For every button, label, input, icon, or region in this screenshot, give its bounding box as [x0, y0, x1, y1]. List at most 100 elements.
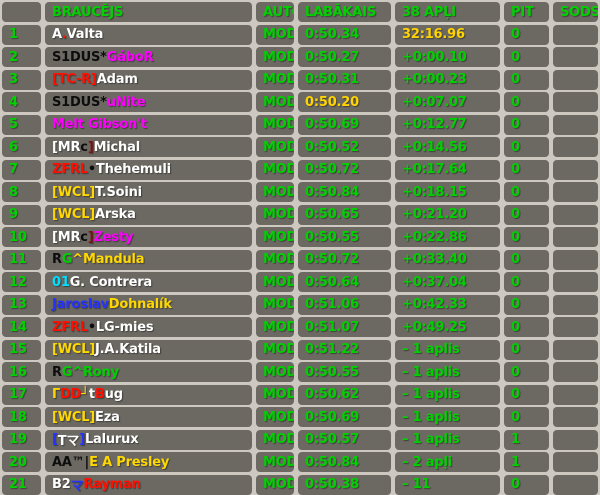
- best-lap-cell: 0:50.72: [298, 249, 391, 270]
- name-segment: マ: [70, 479, 84, 494]
- name-segment: 01: [52, 274, 70, 290]
- name-segment: Jaroslav: [52, 297, 109, 312]
- pit-cell: 0: [504, 114, 549, 135]
- total-time-cell: – 1 aplis: [395, 384, 500, 405]
- name-segment: .: [61, 27, 67, 42]
- best-lap-cell: 0:50.62: [298, 384, 391, 405]
- driver-name-cell: A. Valta: [45, 24, 252, 45]
- position-cell: 12: [2, 272, 41, 292]
- result-row[interactable]: 21 B2 マ Rayman MOD 0:50.38– 11 0: [2, 474, 598, 495]
- position-cell: 7: [2, 159, 41, 180]
- name-segment: [MR: [52, 139, 81, 155]
- position-cell: 2: [2, 47, 41, 67]
- name-segment: R: [52, 364, 62, 380]
- name-segment: Zesty: [93, 229, 134, 245]
- result-row[interactable]: 15 [WCL] J.A.Katila MOD 0:51.22– 1 aplis 0: [2, 339, 598, 360]
- best-lap-cell: 0:51.06: [298, 294, 391, 315]
- penalty-cell: [553, 429, 598, 450]
- total-time-cell: +0:00.10: [395, 47, 500, 67]
- total-time-cell: +0:00.23: [395, 69, 500, 90]
- car-cell: MOD: [256, 272, 294, 292]
- result-row[interactable]: 5 Melt Gibson't MOD 0:50.69 +0:12.77 0: [2, 114, 598, 135]
- result-row[interactable]: 16 R G ^Rony MOD 0:50.55– 1 aplis 0: [2, 362, 598, 382]
- result-row[interactable]: 12 01 G. Contrera MOD 0:50.64 +0:37.04 0: [2, 272, 598, 292]
- position-cell: 15: [2, 339, 41, 360]
- total-time-cell: +0:18.15: [395, 182, 500, 202]
- result-row[interactable]: 11 R G ^Mandula MOD 0:50.72 +0:33.40 0: [2, 249, 598, 270]
- pit-cell: 0: [504, 92, 549, 112]
- name-segment: Lalurux: [84, 432, 139, 447]
- result-row[interactable]: 14 ZFRL • LG-mies MOD 0:51.07 +0:49.25 0: [2, 317, 598, 337]
- name-segment: [WCL]: [52, 409, 96, 425]
- name-segment: ZFRL: [52, 319, 88, 335]
- result-row[interactable]: 7 ZFRL • Thehemuli MOD 0:50.72 +0:17.64 0: [2, 159, 598, 180]
- header-driver: BRAUCĒJS: [45, 2, 252, 22]
- result-row[interactable]: 2 S1DUS* GáboR MOD 0:50.27 +0:00.10 0: [2, 47, 598, 67]
- name-segment: Arska: [95, 207, 136, 222]
- car-cell: MOD: [256, 159, 294, 180]
- header-total-laps: 38 APĻI: [395, 2, 500, 22]
- position-cell: 8: [2, 182, 41, 202]
- driver-name-cell: ZFRL • LG-mies: [45, 317, 252, 337]
- position-cell: 19: [2, 429, 41, 450]
- name-segment: [WCL]: [52, 207, 96, 222]
- driver-name-cell: [WCL] Eza: [45, 407, 252, 427]
- result-row[interactable]: 3 [TC-R] Adam MOD 0:50.31 +0:00.23 0: [2, 69, 598, 90]
- car-cell: MOD: [256, 182, 294, 202]
- car-cell: MOD: [256, 204, 294, 225]
- driver-name-cell: [TC-R] Adam: [45, 69, 252, 90]
- result-row[interactable]: 1 A. Valta MOD 0:50.34 32:16.96 0: [2, 24, 598, 45]
- best-lap-cell: 0:50.31: [298, 69, 391, 90]
- result-row[interactable]: 4 S1DUS* uNite MOD 0:50.20 +0:07.07 0: [2, 92, 598, 112]
- name-segment: ZFRL: [52, 162, 88, 177]
- name-segment: •: [87, 319, 96, 335]
- position-cell: 14: [2, 317, 41, 337]
- pit-cell: 0: [504, 384, 549, 405]
- best-lap-cell: 0:50.38: [298, 474, 391, 495]
- best-lap-cell: 0:50.57: [298, 429, 391, 450]
- driver-name-cell: R G ^Rony: [45, 362, 252, 382]
- car-cell: MOD: [256, 407, 294, 427]
- car-cell: MOD: [256, 137, 294, 157]
- driver-name-cell: R G ^Mandula: [45, 249, 252, 270]
- driver-name-cell: Jaroslav Dohnalík: [45, 294, 252, 315]
- penalty-cell: [553, 362, 598, 382]
- car-cell: MOD: [256, 47, 294, 67]
- position-cell: 17: [2, 384, 41, 405]
- total-time-cell: – 2 apļi: [395, 452, 500, 472]
- position-cell: 13: [2, 294, 41, 315]
- pit-cell: 0: [504, 294, 549, 315]
- pit-cell: 0: [504, 204, 549, 225]
- pit-cell: 0: [504, 182, 549, 202]
- total-time-cell: – 1 aplis: [395, 362, 500, 382]
- best-lap-cell: 0:51.22: [298, 339, 391, 360]
- name-segment: c: [80, 139, 88, 155]
- result-row[interactable]: 8 [WCL] T.Soini MOD 0:50.84 +0:18.15 0: [2, 182, 598, 202]
- name-segment: DD: [60, 387, 82, 402]
- pit-cell: 0: [504, 249, 549, 270]
- result-row[interactable]: 19[Tマ] Lalurux MOD 0:50.57– 1 aplis 1: [2, 429, 598, 450]
- result-row[interactable]: 6 [MR c] Michal MOD 0:50.52 +0:14.56 0: [2, 137, 598, 157]
- result-row[interactable]: 10 [MR c] Zesty MOD 0:50.55 +0:22.86 0: [2, 227, 598, 247]
- name-segment: J.A.Katila: [95, 342, 161, 357]
- car-cell: MOD: [256, 362, 294, 382]
- result-row[interactable]: 13 Jaroslav Dohnalík MOD 0:51.06 +0:42.33 0: [2, 294, 598, 315]
- result-row[interactable]: 18 [WCL] Eza MOD 0:50.69– 1 aplis 0: [2, 407, 598, 427]
- driver-name-cell: [WCL] Arska: [45, 204, 252, 225]
- results-rows: 1 A. Valta MOD 0:50.34 32:16.96 0 2 S1DUS* GáboR M…: [2, 24, 598, 495]
- name-segment: T.Soini: [95, 184, 142, 200]
- result-row[interactable]: 9 [WCL] Arska MOD 0:50.65 +0:21.20 0: [2, 204, 598, 225]
- penalty-cell: [553, 317, 598, 337]
- best-lap-cell: 0:50.27: [298, 47, 391, 67]
- name-segment: c: [80, 229, 88, 245]
- position-cell: 20: [2, 452, 41, 472]
- penalty-cell: [553, 24, 598, 45]
- car-cell: MOD: [256, 69, 294, 90]
- name-segment: Valta: [66, 27, 104, 42]
- result-row[interactable]: 20 AA™| E A Presley MOD 0:50.84– 2 apļi 1: [2, 452, 598, 472]
- name-segment: Adam: [96, 72, 138, 87]
- position-cell: 21: [2, 474, 41, 495]
- position-cell: 18: [2, 407, 41, 427]
